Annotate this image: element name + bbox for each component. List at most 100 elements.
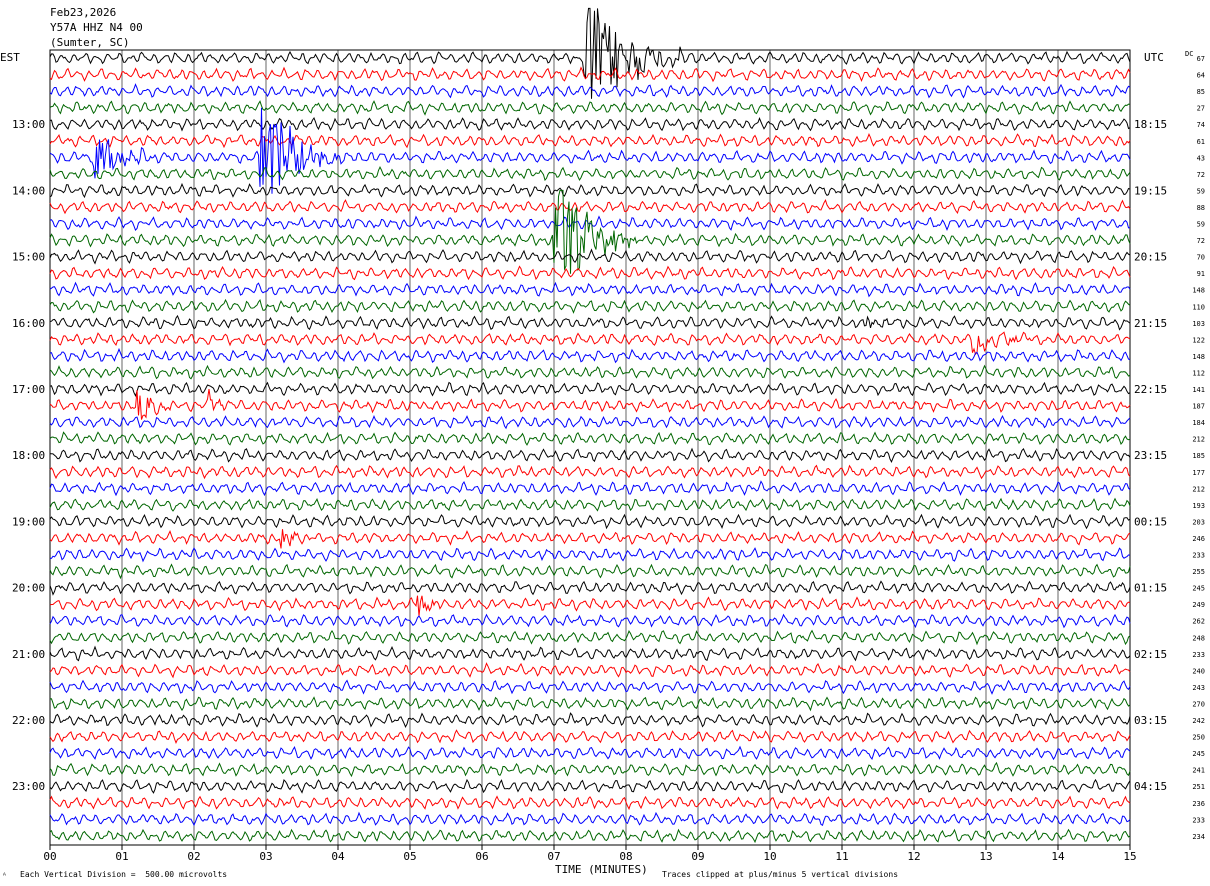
x-tick-label: 05 — [403, 850, 416, 863]
dc-offset-label: 148 — [1192, 353, 1205, 361]
seismic-traces — [49, 7, 1131, 844]
trace-line — [49, 347, 1131, 364]
dc-offset-labels: 67 64 85 27 74 61 43 72 59 88 59 72 70 91 148 110 103 122… — [1192, 55, 1205, 841]
x-tick-label: 09 — [691, 850, 704, 863]
trace-line — [49, 497, 1131, 512]
utc-hour-label: 19:15 — [1134, 184, 1167, 197]
trace-line — [49, 811, 1131, 827]
utc-hour-label: 01:15 — [1134, 582, 1167, 595]
trace-line — [49, 66, 1131, 83]
trace-line — [49, 265, 1131, 281]
dc-offset-label: 270 — [1192, 700, 1205, 708]
trace-line — [49, 133, 1131, 149]
dc-offset-label: 74 — [1197, 121, 1205, 129]
dc-offset-label: 187 — [1192, 403, 1205, 411]
utc-hour-label: 18:15 — [1134, 118, 1167, 131]
utc-hour-label: 03:15 — [1134, 714, 1167, 727]
est-hour-label: 13:00 — [12, 118, 45, 131]
x-tick-label: 06 — [475, 850, 488, 863]
trace-line — [49, 595, 1131, 617]
trace-line — [49, 431, 1131, 446]
trace-line — [49, 695, 1131, 712]
dc-offset-label: 249 — [1192, 601, 1205, 609]
trace-line — [49, 464, 1131, 480]
footer-scale-note: Each Vertical Division = 500.00 microvol… — [20, 870, 228, 879]
dc-offset-label: 85 — [1197, 88, 1205, 96]
dc-offset-label: 240 — [1192, 667, 1205, 675]
dc-offset-label: 43 — [1197, 154, 1205, 162]
plot-frame — [49, 49, 1131, 846]
est-hour-label: 21:00 — [12, 648, 45, 661]
est-hour-label: 16:00 — [12, 317, 45, 330]
trace-line — [49, 189, 1131, 274]
dc-offset-label: 110 — [1192, 303, 1205, 311]
utc-hour-label: 00:15 — [1134, 515, 1167, 528]
dc-offset-label: 233 — [1192, 552, 1205, 560]
trace-line — [49, 645, 1131, 662]
trace-line — [49, 100, 1131, 116]
x-tick-label: 03 — [259, 850, 272, 863]
trace-line — [49, 107, 1131, 194]
est-hour-label: 17:00 — [12, 383, 45, 396]
est-hour-label: 22:00 — [12, 714, 45, 727]
utc-hour-label: 02:15 — [1134, 648, 1167, 661]
x-axis-title: TIME (MINUTES) — [555, 863, 648, 876]
x-tick-label: 13 — [979, 850, 992, 863]
trace-line — [49, 165, 1131, 182]
trace-line — [49, 828, 1131, 844]
trace-line — [49, 662, 1131, 679]
est-hour-label: 23:00 — [12, 780, 45, 793]
x-tick-label: 02 — [187, 850, 200, 863]
trace-line — [49, 389, 1131, 420]
trace-line — [49, 712, 1131, 728]
x-tick-label: 11 — [835, 850, 848, 863]
trace-line — [49, 414, 1131, 430]
timezone-right-label: UTC — [1144, 51, 1164, 64]
dc-offset-label: 243 — [1192, 684, 1205, 692]
x-tick-label: 00 — [43, 850, 56, 863]
footer-clip-note: Traces clipped at plus/minus 5 vertical … — [662, 870, 899, 879]
utc-hour-label: 23:15 — [1134, 449, 1167, 462]
dc-offset-label: 245 — [1192, 585, 1205, 593]
dc-offset-label: 245 — [1192, 750, 1205, 758]
dc-header-label: DC — [1185, 50, 1194, 58]
trace-line — [49, 529, 1131, 549]
dc-offset-label: 246 — [1192, 535, 1205, 543]
header-date: Feb23,2026 — [50, 6, 117, 19]
dc-offset-label: 122 — [1192, 336, 1205, 344]
trace-line — [49, 629, 1131, 646]
trace-line — [49, 563, 1131, 580]
x-tick-label: 04 — [331, 850, 345, 863]
dc-offset-label: 241 — [1192, 767, 1205, 775]
header-station: Y57A HHZ N4 00 — [50, 21, 143, 34]
dc-offset-label: 212 — [1192, 485, 1205, 493]
dc-offset-label: 64 — [1197, 72, 1205, 80]
trace-line — [49, 314, 1131, 331]
trace-line — [49, 7, 1131, 99]
dc-offset-label: 234 — [1192, 833, 1205, 841]
trace-line — [49, 513, 1131, 530]
dc-offset-label: 72 — [1197, 171, 1205, 179]
est-hour-label: 20:00 — [12, 582, 45, 595]
trace-line — [49, 580, 1131, 596]
x-tick-label: 01 — [115, 850, 128, 863]
x-tick-labels: 00 01 02 03 04 05 06 07 08 09 10 11 12 13 14 15 — [43, 850, 1136, 863]
est-hour-label: 15:00 — [12, 251, 45, 264]
x-tick-label: 10 — [763, 850, 776, 863]
dc-offset-label: 185 — [1192, 452, 1205, 460]
dc-offset-label: 250 — [1192, 734, 1205, 742]
dc-offset-label: 248 — [1192, 634, 1205, 642]
dc-offset-label: 177 — [1192, 469, 1205, 477]
dc-offset-label: 262 — [1192, 618, 1205, 626]
dc-offset-label: 61 — [1197, 138, 1205, 146]
utc-hour-label: 04:15 — [1134, 780, 1167, 793]
trace-line — [49, 547, 1131, 563]
trace-line — [49, 83, 1131, 99]
dc-offset-label: 27 — [1197, 105, 1205, 113]
dc-offset-label: 112 — [1192, 369, 1205, 377]
timezone-left-label: EST — [0, 51, 20, 64]
trace-line — [50, 447, 1131, 463]
trace-line — [49, 795, 1131, 811]
trace-line — [49, 182, 1131, 199]
